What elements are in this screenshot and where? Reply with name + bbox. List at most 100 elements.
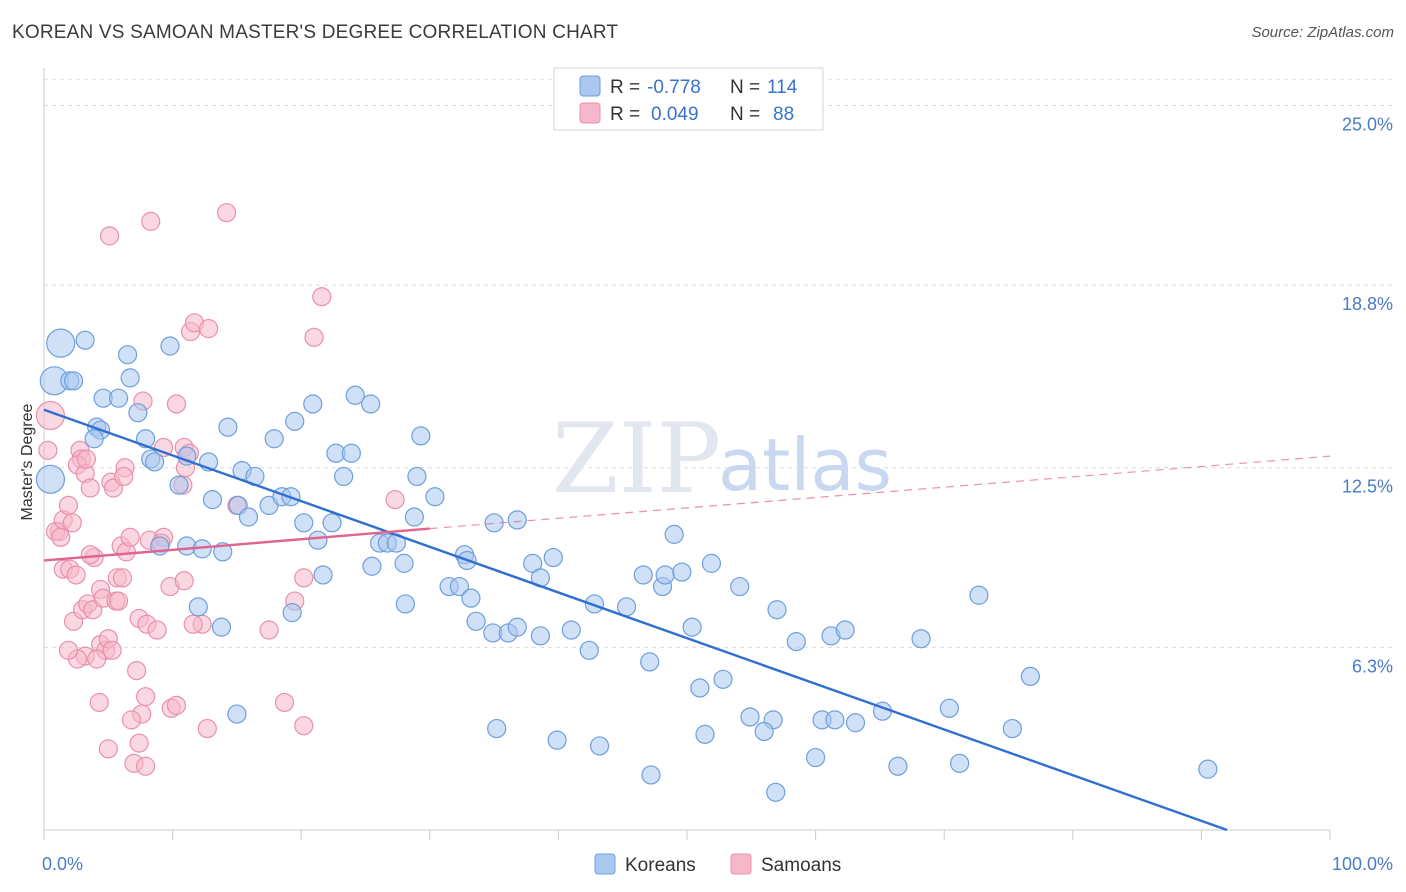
- samoan-point: [89, 692, 109, 713]
- y-tick-label: 6.3%: [1352, 656, 1393, 676]
- korean-point: [664, 524, 684, 544]
- korean-point: [487, 718, 507, 739]
- samoan-point: [80, 478, 100, 498]
- samoan-point: [135, 687, 156, 707]
- korean-point: [589, 736, 610, 756]
- korean-point: [285, 411, 305, 431]
- korean-point: [84, 429, 104, 449]
- korean-point: [188, 597, 208, 617]
- korean-point: [701, 553, 722, 573]
- korean-point: [682, 617, 702, 637]
- korean-point: [466, 611, 486, 631]
- samoan-point: [98, 739, 118, 759]
- korean-point: [238, 507, 259, 527]
- samoan-point: [58, 495, 79, 516]
- korean-point: [160, 336, 180, 356]
- samoan-point: [108, 591, 129, 611]
- korean-point: [407, 466, 427, 487]
- korean-point: [655, 565, 675, 585]
- korean-point: [695, 724, 715, 744]
- korean-point: [117, 345, 138, 365]
- y-tick-labels: 6.3% 12.5% 18.8% 25.0%: [1342, 114, 1393, 676]
- samoan-point: [304, 327, 324, 347]
- korean-point: [169, 475, 189, 495]
- samoan-point: [147, 620, 167, 640]
- samoan-point: [120, 527, 140, 547]
- legend-r-label-samoans: R =: [610, 104, 640, 125]
- samoan-point: [199, 319, 219, 339]
- samoan-point: [385, 490, 405, 510]
- bottom-legend-label-samoans: Samoans: [761, 855, 841, 876]
- watermark-atlas: atlas: [718, 423, 892, 507]
- korean-point: [35, 464, 66, 494]
- samoan-point: [114, 466, 134, 487]
- samoan-point: [166, 695, 187, 715]
- korean-point: [461, 588, 481, 608]
- y-axis-label: Master's Degree: [19, 403, 36, 520]
- korean-point: [313, 565, 333, 585]
- korean-point: [211, 617, 232, 637]
- samoan-point: [99, 226, 120, 246]
- samoan-point: [153, 437, 174, 458]
- korean-point: [911, 629, 931, 649]
- legend-n-value-koreans: 114: [767, 77, 798, 98]
- legend-r-value-koreans: -0.778: [647, 77, 701, 98]
- samoan-trend-line: [43, 527, 430, 562]
- samoan-point: [312, 287, 332, 307]
- korean-point: [1198, 759, 1218, 779]
- source-label: Source: ZipAtlas.com: [1251, 24, 1394, 41]
- korean-point: [404, 507, 424, 527]
- bottom-legend-swatch-koreans: [594, 853, 616, 875]
- korean-point: [218, 417, 238, 437]
- korean-point: [308, 530, 328, 550]
- korean-point: [120, 368, 140, 388]
- korean-point: [579, 640, 599, 660]
- korean-point: [767, 600, 787, 620]
- korean-point: [303, 394, 323, 414]
- samoan-point: [294, 716, 314, 736]
- trend-lines: [43, 408, 1331, 832]
- korean-point: [845, 713, 866, 733]
- korean-point: [282, 603, 302, 623]
- samoan-point: [62, 513, 82, 533]
- legend-n-label-koreans: N =: [730, 77, 760, 98]
- legend-n-label-samoans: N =: [730, 104, 760, 125]
- samoan-point: [294, 568, 314, 588]
- korean-point: [425, 487, 445, 507]
- korean-point: [507, 617, 527, 637]
- korean-point: [641, 765, 661, 785]
- legend-r-label-koreans: R =: [610, 77, 640, 98]
- korean-point: [835, 620, 855, 640]
- samoan-point: [141, 211, 161, 231]
- samoan-point: [112, 568, 133, 588]
- samoan-point: [166, 394, 187, 414]
- korean-point: [888, 756, 908, 776]
- samoan-point: [197, 718, 217, 739]
- watermark: ZIP atlas: [552, 403, 892, 515]
- korean-point: [740, 707, 760, 727]
- samoan-point: [87, 649, 107, 669]
- samoan-point: [66, 565, 86, 585]
- korean-point: [950, 753, 970, 773]
- korean-point: [334, 466, 354, 487]
- korean-point: [616, 597, 637, 617]
- korean-point: [786, 632, 806, 652]
- korean-point: [362, 556, 382, 576]
- korean-point: [1002, 718, 1022, 739]
- samoan-point: [183, 614, 203, 634]
- korean-point: [969, 585, 989, 605]
- samoan-point: [51, 527, 71, 547]
- legend-swatch-koreans: [579, 75, 601, 97]
- korean-point: [63, 371, 84, 391]
- korean-point: [264, 429, 284, 449]
- legend-n-value-samoans: 88: [773, 104, 794, 125]
- samoan-point: [174, 571, 194, 591]
- y-tick-label: 18.8%: [1342, 294, 1393, 314]
- korean-point: [394, 553, 414, 573]
- samoan-point: [80, 545, 100, 565]
- korean-point: [672, 562, 692, 582]
- bottom-legend-swatch-samoans: [730, 853, 752, 875]
- samoan-point: [259, 620, 279, 640]
- samoan-point: [76, 449, 97, 469]
- chart-title: KOREAN VS SAMOAN MASTER'S DEGREE CORRELA…: [12, 22, 619, 43]
